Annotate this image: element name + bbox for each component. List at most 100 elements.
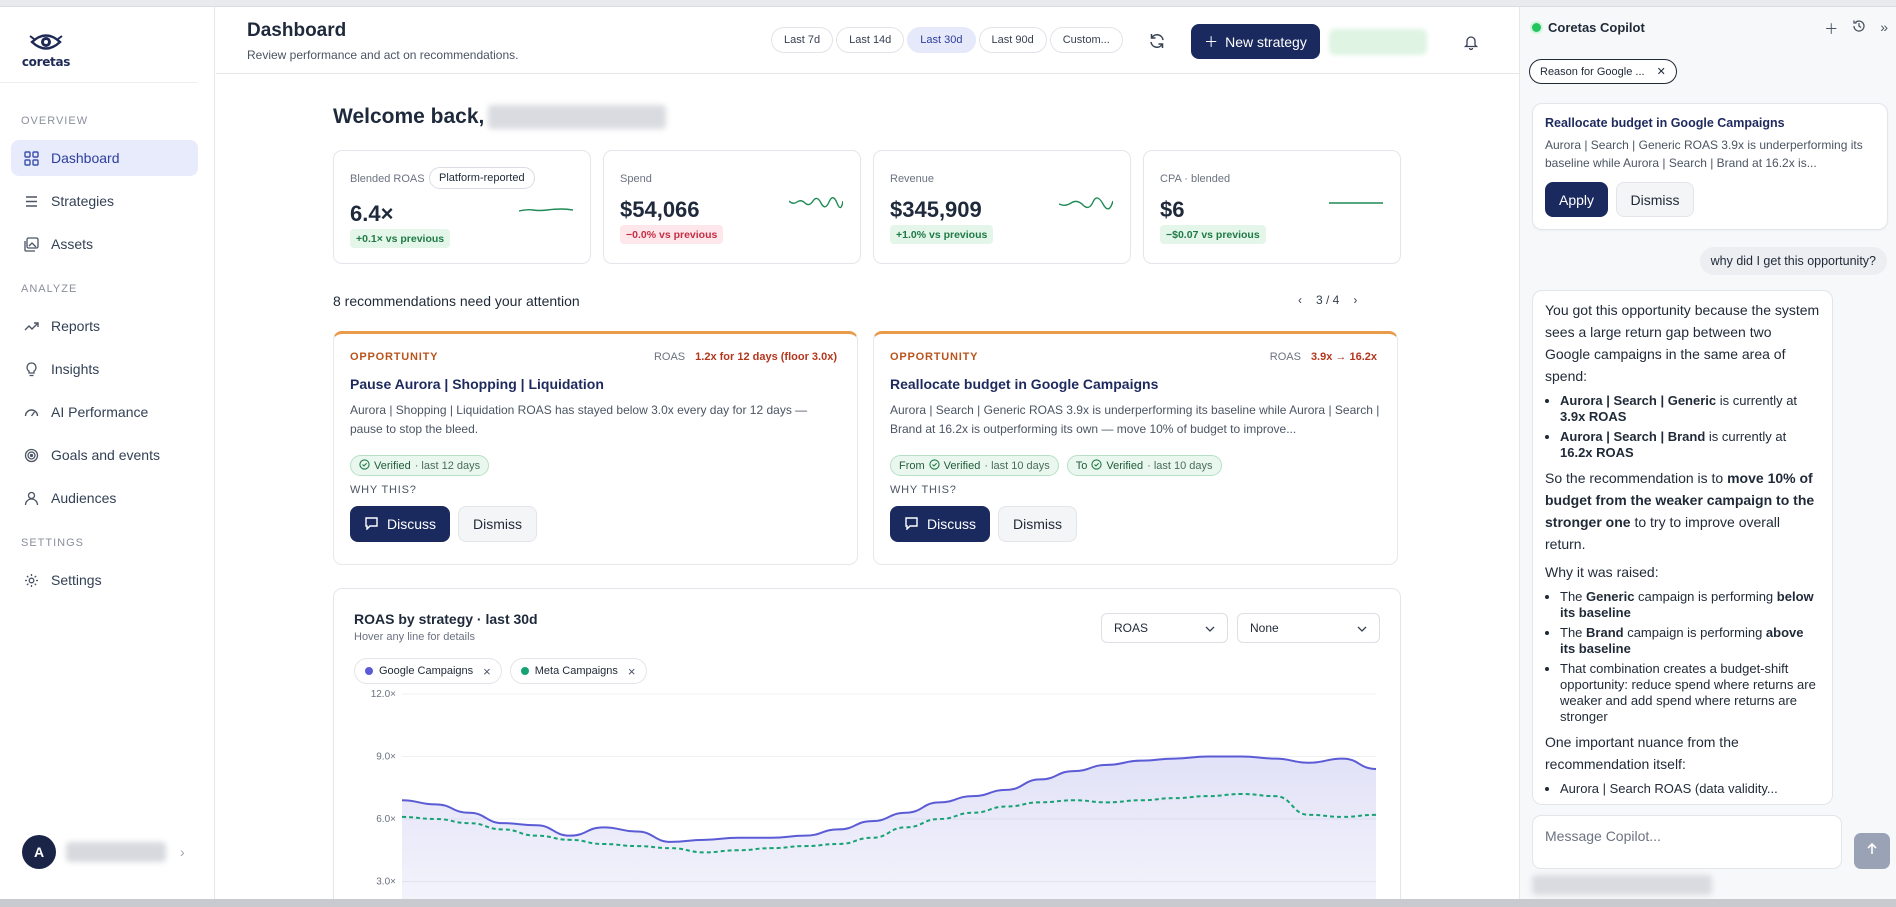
logo-text: coretas [21, 55, 71, 69]
from-verified-chip: From Verified · last 10 days [890, 455, 1059, 476]
copilot-recommendation-card: Reallocate budget in Google Campaigns Au… [1532, 103, 1888, 230]
text-span: to try to improve overall return. [1545, 514, 1780, 552]
series-dot [520, 667, 529, 675]
sidebar-item-reports[interactable]: Reports [11, 308, 198, 344]
lightbulb-icon [23, 361, 39, 377]
verified-chip: Verified · last 12 days [350, 455, 490, 476]
recommendations-heading: 8 recommendations need your attention [333, 293, 580, 309]
collapse-panel-icon[interactable]: » [1880, 19, 1888, 35]
list-item: The Brand campaign is performing above i… [1560, 625, 1820, 657]
apply-button[interactable]: Apply [1545, 182, 1608, 217]
close-icon[interactable]: ✕ [1656, 66, 1666, 78]
account-switcher-redacted[interactable] [1329, 29, 1427, 55]
list-item: Aurora | Search ROAS (data validity... [1560, 781, 1820, 797]
context-chip-label: Reason for Google ... [1540, 65, 1645, 78]
sparkline [789, 197, 843, 209]
arrow-up-icon [1865, 842, 1879, 861]
range-14d[interactable]: Last 14d [836, 27, 905, 53]
chat-icon [364, 516, 379, 533]
kpi-delta: −0.0% vs previous [620, 225, 724, 244]
refresh-icon[interactable] [1148, 32, 1168, 52]
series-line-google[interactable] [401, 755, 1377, 843]
platform-reported-tag[interactable]: Platform-reported [429, 167, 535, 189]
kpi-delta: −$0.07 vs previous [1160, 225, 1266, 244]
legend-chip-meta[interactable]: Meta Campaigns × [509, 658, 647, 684]
sidebar-divider [0, 82, 197, 83]
roas-line-chart[interactable]: 12.0× 9.0× 6.0× 3.0× [334, 689, 1402, 899]
discuss-label: Discuss [926, 516, 976, 532]
logo-mark-icon [29, 31, 63, 53]
close-icon[interactable]: × [627, 663, 636, 679]
message-paragraph: So the recommendation is to move 10% of … [1545, 467, 1820, 555]
emphasis: above its baseline [1560, 625, 1804, 656]
plus-icon[interactable]: ＋ [1824, 21, 1839, 37]
rec-metric-label: ROAS [653, 351, 686, 363]
legend-chip-google[interactable]: Google Campaigns × [354, 658, 502, 684]
recommendation-card: OPPORTUNITY ROAS 1.2x for 12 days (floor… [333, 331, 858, 565]
user-message: why did I get this opportunity? [1699, 247, 1887, 275]
campaign-name: Aurora | Search | Brand [1560, 429, 1706, 444]
sidebar-item-strategies[interactable]: Strategies [11, 183, 198, 219]
welcome-text: Welcome back, [333, 105, 485, 128]
rec-metric: ROAS 3.9x → 16.2x [1270, 351, 1377, 363]
compare-select-value: None [1250, 621, 1279, 635]
discuss-label: Discuss [386, 516, 436, 532]
range-custom[interactable]: Custom... [1049, 27, 1123, 53]
chevron-left-icon[interactable]: ‹ [1298, 293, 1302, 307]
range-30d[interactable]: Last 30d [907, 27, 976, 53]
text-span: The [1560, 625, 1587, 640]
dismiss-button[interactable]: Dismiss [1616, 182, 1694, 217]
new-strategy-button[interactable]: ＋ New strategy [1191, 24, 1320, 59]
sidebar-item-assets[interactable]: Assets [11, 226, 198, 262]
sidebar-item-label: Reports [51, 318, 101, 334]
copilot-actions: ＋ » [1824, 19, 1888, 39]
copilot-panel: Coretas Copilot ＋ » Reason for Google ..… [1519, 7, 1896, 899]
text-span: The [1560, 589, 1587, 604]
sidebar-item-ai-performance[interactable]: AI Performance [11, 394, 198, 430]
images-icon [23, 236, 39, 252]
message-input[interactable]: Message Copilot... [1532, 815, 1842, 869]
chip-label: Verified [1106, 459, 1144, 472]
chevron-right-icon[interactable]: › [1353, 293, 1358, 307]
why-this-link[interactable]: WHY THIS? [890, 484, 957, 496]
compare-select[interactable]: None [1237, 613, 1380, 643]
close-icon[interactable]: × [483, 663, 491, 679]
dismiss-button[interactable]: Dismiss [998, 506, 1077, 542]
sidebar-item-dashboard[interactable]: Dashboard [11, 140, 198, 176]
emphasis: move 10% of budget from the weaker campa… [1545, 470, 1815, 530]
metric-select[interactable]: ROAS [1101, 613, 1228, 643]
text-span: campaign is performing [1634, 589, 1777, 604]
rec-metric: ROAS 1.2x for 12 days (floor 3.0x) [654, 351, 837, 363]
shield-check-icon [1091, 458, 1103, 473]
rec-type: OPPORTUNITY [350, 351, 439, 363]
history-icon[interactable] [1852, 19, 1866, 39]
list-item: The Generic campaign is performing below… [1560, 589, 1820, 621]
sidebar-item-settings[interactable]: Settings [11, 562, 198, 598]
verification-chips: Verified · last 12 days [350, 455, 490, 476]
chip-label: Verified [374, 459, 411, 472]
range-7d[interactable]: Last 7d [771, 27, 834, 53]
list-item: That combination creates a budget-shift … [1560, 661, 1820, 725]
send-button[interactable] [1854, 833, 1890, 869]
series-line-meta[interactable] [401, 792, 1377, 854]
discuss-button[interactable]: Discuss [890, 506, 990, 542]
dismiss-button[interactable]: Dismiss [458, 506, 537, 542]
window-top-strip [0, 0, 1896, 7]
sidebar-item-goals-and-events[interactable]: Goals and events [11, 437, 198, 473]
emphasis: Generic [1586, 589, 1635, 604]
rec-title: Reallocate budget in Google Campaigns [890, 376, 1159, 392]
discuss-button[interactable]: Discuss [350, 506, 450, 542]
rec-description: Aurora | Shopping | Liquidation ROAS has… [350, 403, 808, 436]
range-90d[interactable]: Last 90d [978, 27, 1047, 53]
campaign-list: Aurora | Search | Generic is currently a… [1545, 393, 1820, 461]
chart-subtitle: Hover any line for details [354, 631, 476, 643]
bell-icon[interactable] [1463, 34, 1479, 51]
sidebar-item-insights[interactable]: Insights [11, 351, 198, 387]
kpi-value: $6 [1160, 197, 1185, 222]
logo[interactable]: coretas [18, 31, 74, 69]
why-this-link[interactable]: WHY THIS? [350, 484, 417, 496]
sidebar-item-audiences[interactable]: Audiences [11, 480, 198, 516]
kpi-card-cpa: CPA · blended $6 −$0.07 vs previous [1143, 150, 1401, 264]
chip-prefix: To [1075, 459, 1088, 472]
user-menu[interactable]: A › [11, 830, 198, 874]
